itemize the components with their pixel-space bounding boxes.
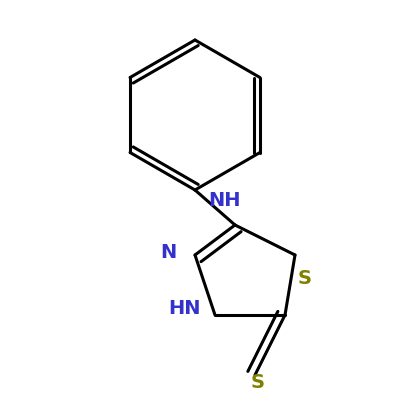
Text: HN: HN [169,298,201,318]
Text: S: S [298,268,312,288]
Text: N: N [160,242,176,262]
Text: S: S [251,372,265,392]
Text: NH: NH [209,190,241,210]
